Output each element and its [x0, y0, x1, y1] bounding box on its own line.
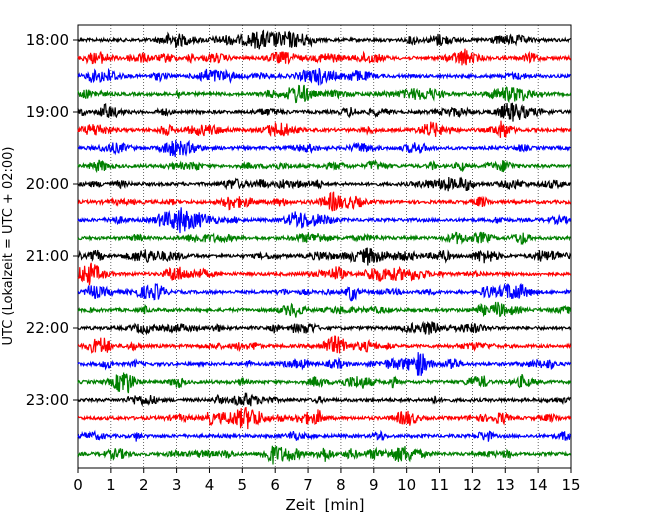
y-axis-ticks: 18:00 19:00 20:00 21:00 22:00 23:00 [26, 31, 78, 409]
y-tick-label: 21:00 [26, 247, 69, 265]
x-tick-label: 0 [73, 476, 83, 494]
trace-19:15 [77, 120, 572, 138]
trace-21:45 [77, 301, 572, 318]
trace-21:15 [77, 262, 572, 286]
trace-23:45 [77, 445, 572, 465]
x-tick-label: 1 [106, 476, 116, 494]
trace-19:00 [77, 102, 572, 122]
x-tick-label: 9 [369, 476, 379, 494]
x-tick-label: 3 [172, 476, 182, 494]
trace-22:15 [77, 335, 572, 354]
x-tick-label: 8 [336, 476, 346, 494]
trace-19:30 [77, 139, 571, 158]
trace-18:30 [77, 67, 571, 86]
trace-20:15 [77, 191, 572, 212]
x-tick-label: 2 [139, 476, 149, 494]
x-tick-label: 6 [270, 476, 280, 494]
trace-18:00 [77, 29, 571, 50]
trace-23:30 [77, 429, 572, 442]
trace-20:45 [77, 231, 571, 246]
x-tick-label: 15 [561, 476, 580, 494]
x-axis-ticks: 0 1 2 3 4 5 6 7 8 9 10 11 12 13 14 15 [73, 468, 581, 494]
y-axis-label: UTC (Lokalzeit = UTC + 02:00) [1, 147, 16, 346]
trace-20:00 [77, 176, 571, 192]
trace-18:15 [77, 48, 572, 66]
trace-21:00 [77, 247, 572, 266]
plot-frame [77, 24, 572, 469]
x-tick-label: 4 [205, 476, 215, 494]
y-tick-label: 22:00 [26, 319, 69, 337]
trace-18:45 [77, 84, 572, 104]
trace-22:45 [77, 372, 572, 394]
seismic-traces [77, 29, 572, 465]
x-tick-label: 10 [397, 476, 416, 494]
y-tick-label: 19:00 [26, 103, 69, 121]
x-tick-label: 13 [496, 476, 515, 494]
trace-21:30 [77, 282, 571, 302]
y-tick-label: 18:00 [26, 31, 69, 49]
y-tick-label: 20:00 [26, 175, 69, 193]
minute-gridlines [110, 25, 539, 468]
trace-20:30 [77, 207, 572, 234]
trace-23:15 [77, 406, 572, 430]
trace-19:45 [77, 159, 572, 174]
x-axis-label: Zeit [min] [285, 496, 364, 514]
x-tick-label: 11 [430, 476, 449, 494]
x-tick-label: 5 [238, 476, 248, 494]
x-tick-label: 7 [303, 476, 313, 494]
y-tick-label: 23:00 [26, 391, 69, 409]
trace-23:00 [77, 391, 571, 407]
x-tick-label: 14 [529, 476, 548, 494]
trace-22:30 [77, 352, 572, 376]
x-tick-label: 12 [463, 476, 482, 494]
trace-22:00 [77, 320, 572, 336]
